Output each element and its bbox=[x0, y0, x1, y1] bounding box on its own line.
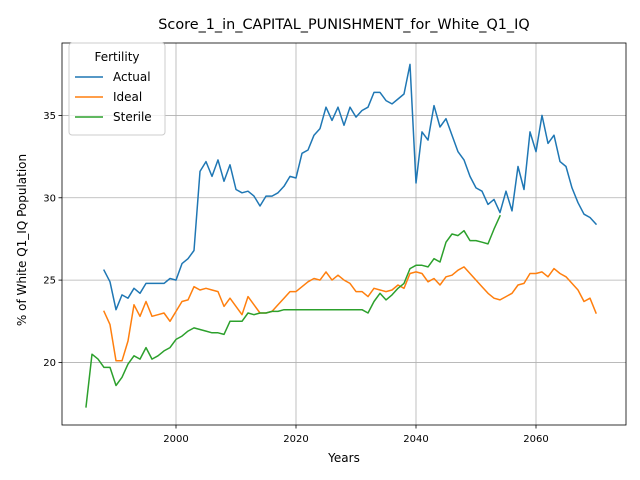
legend-label-actual: Actual bbox=[113, 70, 151, 84]
chart-title: Score_1_in_CAPITAL_PUNISHMENT_for_White_… bbox=[158, 17, 529, 33]
y-axis-label: % of White Q1_IQ Population bbox=[15, 154, 29, 326]
y-tick-label: 20 bbox=[43, 358, 56, 369]
plot-lines bbox=[85, 63, 598, 408]
legend: Fertility Actual Ideal Sterile bbox=[68, 42, 166, 136]
y-tick-label: 35 bbox=[43, 111, 56, 122]
series-line-actual bbox=[102, 63, 598, 311]
y-tick-label: 25 bbox=[43, 276, 56, 287]
x-tick-label: 2060 bbox=[523, 434, 548, 445]
y-tick-label: 30 bbox=[43, 193, 56, 204]
y-axis-ticks: 20 25 30 35 bbox=[43, 111, 62, 369]
legend-title: Fertility bbox=[94, 50, 139, 64]
x-axis-label: Years bbox=[327, 451, 360, 465]
series-line-ideal bbox=[103, 266, 597, 362]
x-tick-label: 2000 bbox=[163, 434, 188, 445]
legend-box bbox=[68, 42, 166, 136]
series-line-sterile bbox=[85, 214, 501, 408]
legend-items: Actual Ideal Sterile bbox=[75, 70, 152, 124]
legend-label-sterile: Sterile bbox=[113, 110, 152, 124]
x-tick-label: 2020 bbox=[283, 434, 308, 445]
legend-label-ideal: Ideal bbox=[113, 90, 142, 104]
x-axis-ticks: 2000 2020 2040 2060 bbox=[163, 425, 549, 445]
axes-frame bbox=[61, 42, 627, 426]
x-tick-label: 2040 bbox=[403, 434, 428, 445]
